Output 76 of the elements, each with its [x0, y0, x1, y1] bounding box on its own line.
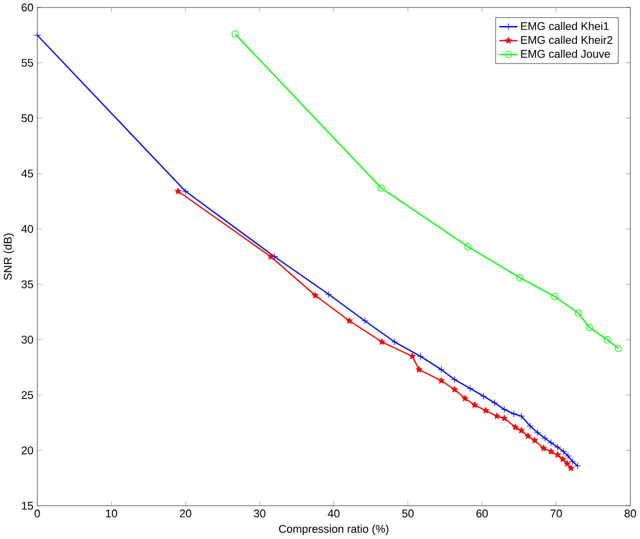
point	[586, 324, 594, 332]
point	[232, 30, 239, 38]
point	[512, 424, 519, 430]
point	[462, 395, 468, 402]
point	[438, 377, 445, 384]
point	[554, 452, 561, 458]
point	[547, 439, 554, 446]
x-tick-label: 40	[328, 510, 340, 518]
point	[312, 292, 319, 298]
point	[518, 412, 525, 420]
x-tick-label: 70	[550, 510, 562, 518]
point	[524, 432, 532, 440]
point	[416, 366, 422, 373]
point	[480, 392, 488, 400]
point	[604, 336, 611, 344]
point	[551, 293, 558, 300]
point	[466, 385, 474, 392]
point	[451, 376, 458, 384]
point	[417, 353, 424, 360]
y-tick-label: 35	[22, 280, 34, 288]
point	[554, 444, 562, 451]
point	[391, 338, 398, 346]
x-tick-label: 30	[254, 510, 266, 518]
point	[378, 338, 386, 346]
point	[464, 243, 472, 250]
point	[531, 437, 538, 444]
point	[471, 402, 478, 408]
y-tick-label: 45	[21, 170, 34, 178]
point	[510, 410, 518, 418]
point	[494, 412, 500, 420]
legend-label: EMG called Kheir2	[521, 36, 612, 44]
point	[378, 184, 385, 192]
point	[491, 400, 498, 407]
point	[325, 291, 332, 298]
point	[438, 366, 445, 374]
y-tick-label: 50	[22, 114, 34, 122]
point	[614, 345, 622, 352]
point	[548, 448, 554, 455]
point	[482, 407, 490, 414]
x-axis-title: Compression ratio (%)	[279, 524, 388, 536]
point	[516, 274, 524, 282]
point	[451, 386, 458, 393]
point	[540, 444, 547, 452]
x-tick-label: 10	[106, 510, 118, 518]
y-tick-label: 25	[22, 391, 34, 400]
x-tick-label: 20	[180, 510, 192, 518]
point	[267, 253, 274, 260]
point	[409, 353, 416, 360]
legend-label: EMG called Khei1	[521, 22, 609, 30]
point	[534, 429, 542, 436]
point	[564, 460, 571, 467]
legend-label: EMG called Jouve	[521, 50, 610, 58]
point	[560, 456, 566, 462]
y-tick-label: 40	[21, 225, 34, 234]
y-tick-label: 60	[22, 4, 34, 12]
x-tick-label: 50	[402, 510, 414, 518]
x-tick-label: 80	[624, 510, 636, 518]
point	[526, 422, 534, 430]
point	[361, 318, 368, 325]
y-tick-label: 20	[22, 446, 34, 455]
point	[182, 188, 190, 196]
y-tick-label: 15	[22, 502, 34, 510]
point	[542, 434, 549, 442]
point	[518, 427, 525, 434]
point	[568, 464, 574, 472]
x-tick-label: 0	[34, 510, 40, 518]
point	[500, 406, 508, 414]
x-tick-label: 60	[476, 510, 488, 518]
point	[500, 415, 508, 422]
y-axis-title: SNR (dB)	[4, 234, 14, 280]
y-tick-label: 30	[22, 336, 34, 344]
point	[34, 32, 41, 39]
point	[174, 188, 182, 194]
point	[346, 318, 353, 324]
point	[574, 310, 582, 317]
y-tick-label: 55	[22, 59, 34, 67]
